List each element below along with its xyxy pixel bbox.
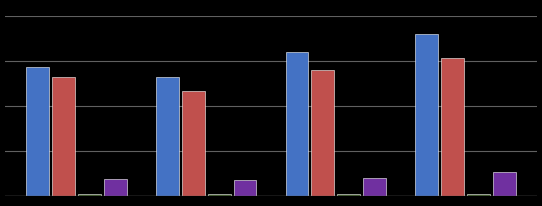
Bar	[234, 179, 256, 196]
Bar	[182, 91, 205, 196]
Bar	[104, 179, 127, 196]
Bar	[286, 52, 308, 196]
Bar	[27, 67, 49, 196]
Bar	[208, 194, 230, 196]
Bar	[363, 178, 386, 196]
Bar	[337, 194, 360, 196]
Bar	[53, 77, 75, 196]
Bar	[415, 34, 438, 196]
Bar	[156, 77, 179, 196]
Bar	[312, 70, 334, 196]
Bar	[467, 194, 489, 196]
Bar	[441, 58, 464, 196]
Bar	[493, 172, 515, 196]
Bar	[78, 194, 101, 196]
